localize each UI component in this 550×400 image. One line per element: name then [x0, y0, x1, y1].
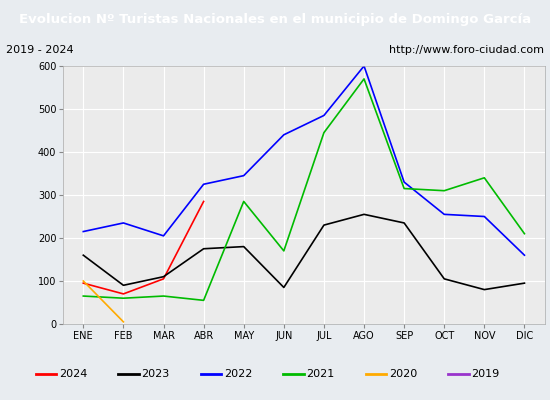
Text: 2023: 2023	[141, 369, 169, 379]
Text: 2019: 2019	[471, 369, 499, 379]
Text: 2021: 2021	[306, 369, 334, 379]
Text: 2020: 2020	[389, 369, 417, 379]
Text: http://www.foro-ciudad.com: http://www.foro-ciudad.com	[389, 45, 544, 55]
Text: 2019 - 2024: 2019 - 2024	[6, 45, 73, 55]
Text: 2024: 2024	[59, 369, 87, 379]
Text: Evolucion Nº Turistas Nacionales en el municipio de Domingo García: Evolucion Nº Turistas Nacionales en el m…	[19, 14, 531, 26]
Text: 2022: 2022	[224, 369, 252, 379]
